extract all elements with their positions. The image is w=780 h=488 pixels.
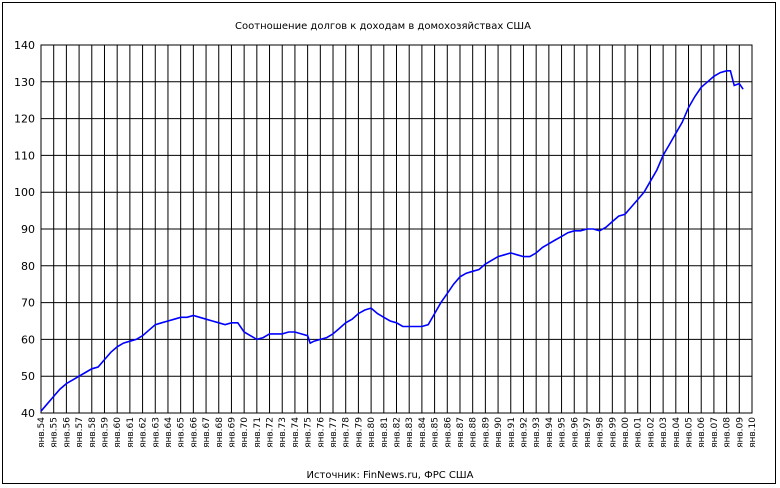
x-tick-label: янв.64 [164, 417, 174, 448]
y-tick-label: 100 [14, 186, 35, 199]
x-tick-label: янв.72 [266, 417, 276, 448]
x-tick-label: янв.00 [621, 417, 631, 448]
y-tick-label: 130 [14, 76, 35, 89]
x-tick-label: янв.97 [583, 417, 593, 448]
x-tick-label: янв.58 [88, 417, 98, 448]
y-tick-label: 50 [21, 370, 35, 383]
x-tick-label: янв.10 [748, 417, 758, 448]
x-tick-label: янв.71 [253, 417, 263, 448]
x-tick-label: янв.61 [126, 417, 136, 448]
y-tick-label: 80 [21, 260, 35, 273]
x-tick-label: янв.85 [431, 417, 441, 448]
x-tick-label: янв.56 [62, 417, 72, 448]
y-axis-ticks: 40 50 60 70 80 90 100 110 120 130 140 [14, 39, 35, 420]
x-tick-label: янв.98 [596, 417, 606, 448]
x-tick-label: янв.70 [240, 417, 250, 448]
x-tick-label: янв.65 [177, 417, 187, 448]
x-tick-label: янв.63 [151, 417, 161, 448]
x-tick-label: янв.03 [659, 417, 669, 448]
x-tick-label: янв.92 [519, 417, 529, 448]
x-tick-label: янв.99 [608, 417, 618, 448]
x-tick-label: янв.78 [342, 417, 352, 448]
x-axis-ticks: янв.54 янв.55 янв.56 янв.57 янв.58 янв.59 янв.… [37, 417, 758, 448]
x-tick-label: янв.62 [139, 417, 149, 448]
x-tick-label: янв.55 [50, 417, 60, 448]
x-tick-label: янв.79 [354, 417, 364, 448]
x-tick-label: янв.05 [685, 417, 695, 448]
x-tick-label: янв.76 [316, 417, 326, 448]
x-tick-label: янв.84 [418, 417, 428, 448]
x-tick-label: янв.69 [227, 417, 237, 448]
x-tick-label: янв.08 [723, 417, 733, 448]
chart-source: Источник: FinNews.ru, ФРС США [307, 470, 474, 481]
y-tick-label: 110 [14, 149, 35, 162]
x-tick-label: янв.75 [304, 417, 314, 448]
chart-title: Соотношение долгов к доходам в домохозяй… [235, 21, 531, 32]
y-tick-label: 90 [21, 223, 35, 236]
x-tick-label: янв.77 [329, 417, 339, 448]
x-tick-label: янв.07 [710, 417, 720, 448]
x-tick-label: янв.82 [393, 417, 403, 448]
y-tick-label: 40 [21, 407, 35, 420]
x-tick-label: янв.02 [646, 417, 656, 448]
x-tick-label: янв.96 [570, 417, 580, 448]
x-tick-label: янв.54 [37, 417, 47, 448]
y-tick-label: 140 [14, 39, 35, 52]
y-tick-label: 60 [21, 333, 35, 346]
x-tick-label: янв.06 [697, 417, 707, 448]
y-tick-label: 70 [21, 297, 35, 310]
x-tick-label: янв.91 [507, 417, 517, 448]
x-tick-label: янв.74 [291, 417, 301, 448]
x-tick-label: янв.66 [189, 417, 199, 448]
x-tick-label: янв.89 [481, 417, 491, 448]
y-tick-label: 120 [14, 113, 35, 126]
x-tick-label: янв.80 [367, 417, 377, 448]
x-tick-label: янв.68 [215, 417, 225, 448]
x-tick-label: янв.86 [443, 417, 453, 448]
x-tick-label: янв.81 [380, 417, 390, 448]
x-tick-label: янв.09 [735, 417, 745, 448]
grid [40, 44, 753, 414]
x-tick-label: янв.01 [634, 417, 644, 448]
x-tick-label: янв.57 [75, 417, 85, 448]
x-tick-label: янв.59 [100, 417, 110, 448]
series-line [40, 70, 744, 412]
x-tick-label: янв.67 [202, 417, 212, 448]
x-tick-label: янв.83 [405, 417, 415, 448]
x-tick-label: янв.95 [558, 417, 568, 448]
x-tick-label: янв.94 [545, 417, 555, 448]
x-tick-label: янв.60 [113, 417, 123, 448]
x-tick-label: янв.73 [278, 417, 288, 448]
x-tick-label: янв.90 [494, 417, 504, 448]
x-tick-label: янв.93 [532, 417, 542, 448]
x-tick-label: янв.87 [456, 417, 466, 448]
x-tick-label: янв.88 [469, 417, 479, 448]
x-tick-label: янв.04 [672, 417, 682, 448]
